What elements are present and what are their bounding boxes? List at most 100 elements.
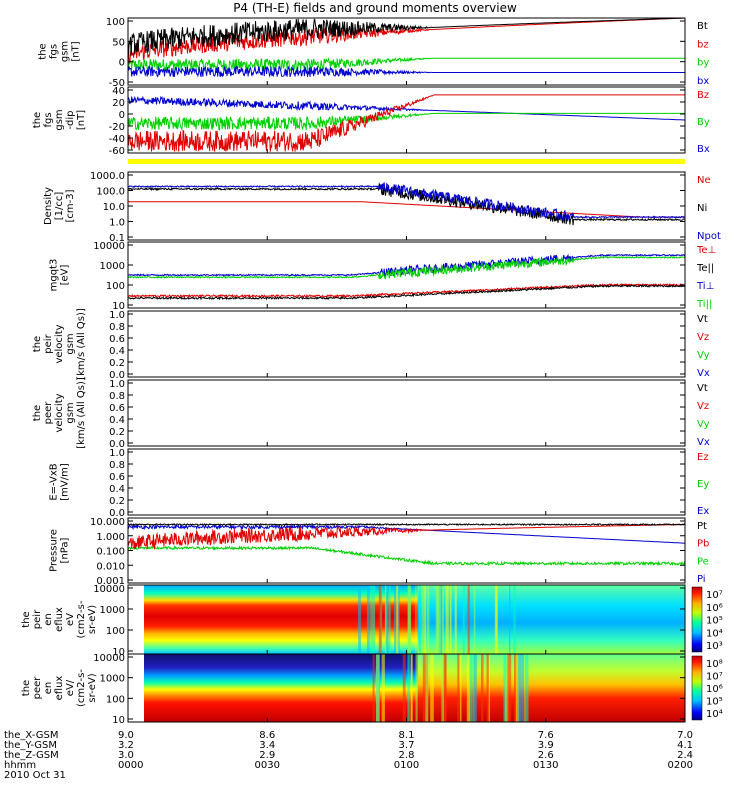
y-tick-label: -50 — [109, 78, 125, 89]
peir-spectrogram-streak — [419, 585, 421, 654]
y-tick-label: 0 — [119, 110, 125, 121]
legend-entry: Pt — [697, 521, 707, 532]
peir-spectrogram-streak — [449, 585, 452, 654]
legend-entry: Pb — [697, 539, 709, 550]
peer-spectrogram-quiet — [417, 654, 685, 722]
series-ti-perp — [127, 253, 686, 278]
y-tick-label: 0.8 — [109, 391, 125, 402]
series-pb — [127, 524, 685, 551]
peir-spectrogram-streak — [407, 585, 411, 654]
peer-spectrogram-streak — [521, 654, 524, 722]
y-axis-label: mgqt3 — [49, 259, 60, 292]
legend-entry: Pe — [697, 556, 709, 567]
y-axis-label: Density — [43, 187, 54, 225]
x-axis-row-label: the_X-GSM — [4, 730, 58, 741]
series-bz-dip — [127, 94, 685, 152]
y-tick-label: 0.0 — [109, 370, 125, 381]
series-te-par — [127, 283, 686, 301]
colorbar-tick-label: 10⁶ — [706, 603, 723, 614]
y-axis-label: the — [32, 112, 43, 128]
x-axis-row-label: the_Z-GSM — [4, 750, 59, 761]
series-bx-dip — [127, 95, 685, 121]
y-axis-label: peer — [32, 676, 43, 700]
peir-spectrogram-streak — [473, 585, 476, 654]
peer-spectrogram-streak — [466, 654, 470, 722]
legend-entry: bz — [697, 39, 709, 50]
peir-spectrogram-streak — [358, 585, 361, 654]
legend-entry: by — [697, 58, 709, 69]
x-axis-row-label: hhmm — [4, 760, 36, 771]
legend-entry: Ti⊥ — [696, 281, 714, 292]
peer-spectrogram-streak — [515, 654, 519, 722]
colorbar-tick-label: 10⁵ — [706, 616, 723, 627]
colorbar-tick-label: 10⁴ — [706, 709, 723, 720]
legend-entry: Pi — [697, 574, 706, 585]
peir-spectrogram-streak — [426, 585, 430, 654]
legend-entry: Vt — [697, 314, 708, 325]
peer-spectrogram-streak — [402, 654, 406, 722]
series-by-dip — [127, 112, 685, 131]
x-tick-label-z: 2.8 — [399, 750, 415, 761]
peir-spectrogram-quiet — [417, 585, 685, 654]
series-bt — [127, 17, 685, 59]
panel-frame-peir_velocity — [127, 310, 686, 378]
peer-spectrogram-streak — [517, 654, 522, 722]
series-npot — [127, 182, 686, 222]
y-tick-label: 100 — [106, 694, 125, 705]
series-pt — [127, 522, 686, 527]
legend-entry: Bz — [697, 90, 709, 101]
y-axis-label: [nPa] — [60, 537, 71, 563]
peir-spectrogram-streak — [394, 585, 397, 654]
peer-spectrogram-streak — [503, 654, 507, 722]
legend-entry: Vx — [697, 368, 710, 379]
peir-spectrogram-streak — [424, 585, 427, 654]
y-tick-label: 10.000 — [90, 517, 125, 528]
series-pe — [127, 545, 686, 567]
y-axis-label: Pressure — [49, 529, 60, 572]
colorbar-tick-label: 10⁵ — [706, 697, 723, 708]
panel-frame-pressure — [127, 517, 686, 584]
y-tick-label: 0.8 — [109, 322, 125, 333]
y-tick-label: 0.8 — [109, 460, 125, 471]
colorbar-tick-label: 10⁷ — [706, 590, 723, 601]
peer-spectrogram-streak — [472, 654, 475, 722]
peer-spectrogram-streak — [514, 654, 518, 722]
y-axis-label: [nT] — [76, 110, 87, 130]
colorbar-tick-label: 10⁴ — [706, 628, 723, 639]
peir-spectrogram-streak — [462, 585, 465, 654]
peer-spectrogram-streak — [441, 654, 444, 722]
y-axis-label: [cm-3] — [65, 189, 76, 222]
peer-spectrogram-streak — [525, 654, 529, 722]
y-axis-label: eflux — [54, 676, 65, 701]
peir-spectrogram-streak — [396, 585, 399, 654]
peir-spectrogram-streak — [441, 585, 444, 654]
peer-spectrogram-streak — [415, 654, 418, 722]
y-axis-label: [eV] — [60, 265, 71, 286]
legend-entry: Bt — [697, 21, 708, 32]
y-tick-label: 0.010 — [96, 561, 125, 572]
y-tick-label: 100 — [106, 281, 125, 292]
peer-spectrogram-streak — [488, 654, 490, 722]
y-axis-label: sr-eV) — [87, 673, 98, 702]
x-tick-label-y: 3.9 — [538, 740, 554, 751]
y-tick-label: 1000.0 — [90, 171, 125, 182]
y-tick-label: 0.1 — [109, 233, 125, 244]
peer-spectrogram-streak — [457, 654, 460, 722]
x-tick-label-z: 2.9 — [259, 750, 275, 761]
peir-spectrogram-streak — [454, 585, 457, 654]
y-tick-label: 0.2 — [109, 496, 125, 507]
peer-spectrogram-streak — [411, 654, 413, 722]
y-axis-label: [km/s (All Qs)] — [76, 377, 87, 449]
y-tick-label: -40 — [109, 134, 125, 145]
peir-spectrogram-streak — [494, 585, 498, 654]
y-axis-label: peer — [43, 401, 54, 425]
x-tick-label-hhmm: 0100 — [394, 760, 419, 771]
y-axis-label: [mV/m] — [60, 463, 71, 501]
peir-spectrogram-streak — [467, 585, 470, 654]
colorbar-2 — [691, 655, 703, 721]
legend-entry: Ne — [697, 175, 711, 186]
peir-spectrogram-gap — [128, 585, 144, 654]
y-tick-label: 100 — [106, 626, 125, 637]
x-tick-label-x: 8.6 — [259, 730, 275, 741]
